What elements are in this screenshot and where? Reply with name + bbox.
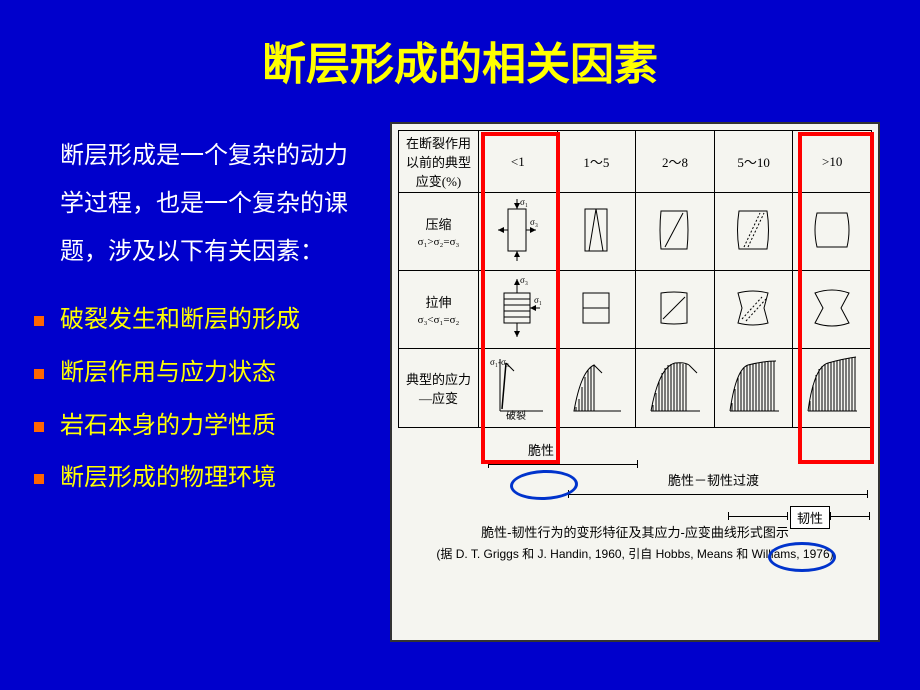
ductile-line-right: [830, 516, 870, 517]
svg-text:σ₃: σ₃: [520, 275, 528, 285]
curve-cell-5: [793, 349, 872, 428]
table-header-row: 在断裂作用以前的典型应变(%) <1 1～5 2～8 5～10 >10: [399, 131, 872, 193]
svg-text:σ₁: σ₁: [534, 295, 542, 305]
compression-cell-1: σ₁ σ₃: [479, 193, 558, 271]
tension-row: 拉伸 σ₃<σ₁=σ₂ σ₃ σ₁: [399, 271, 872, 349]
compression-cell-4: [714, 193, 793, 271]
compression-cell-3: [636, 193, 715, 271]
row-label-compression: 压缩 σ₁>σ₂=σ₃: [399, 193, 479, 271]
ductile-line-left: [728, 516, 788, 517]
bullet-list: 破裂发生和断层的形成 断层作用与应力状态 岩石本身的力学性质 断层形成的物理环境: [30, 294, 370, 505]
curve-cell-4: [714, 349, 793, 428]
bullet-item: 岩石本身的力学性质: [30, 400, 370, 453]
bullet-item: 断层形成的物理环境: [30, 452, 370, 505]
header-label-cell: 在断裂作用以前的典型应变(%): [399, 131, 479, 193]
svg-text:σ₁-σ₃: σ₁-σ₃: [490, 357, 509, 367]
compression-cell-2: [557, 193, 636, 271]
row-label-curve: 典型的应力—应变: [399, 349, 479, 428]
bullet-item: 断层作用与应力状态: [30, 347, 370, 400]
bullet-item: 破裂发生和断层的形成: [30, 294, 370, 347]
transition-label: 脆性－韧性过渡: [668, 470, 759, 489]
tension-cell-2: [557, 271, 636, 349]
curve-cell-2: [557, 349, 636, 428]
transition-line: [568, 494, 868, 495]
ductile-label: 韧性: [790, 506, 830, 529]
curve-row: 典型的应力—应变 σ₁-σ₃ 破裂: [399, 349, 872, 428]
diagram-panel: 在断裂作用以前的典型应变(%) <1 1～5 2～8 5～10 >10 压缩 σ…: [390, 122, 880, 642]
behavior-ranges: 脆性 脆性－韧性过渡 韧性: [398, 428, 872, 518]
page-title: 断层形成的相关因素: [0, 0, 920, 122]
row-label-tension: 拉伸 σ₃<σ₁=σ₂: [399, 271, 479, 349]
col-header: <1: [479, 131, 558, 193]
col-header: 5～10: [714, 131, 793, 193]
svg-text:σ₁: σ₁: [520, 197, 528, 207]
brittle-label: 脆性: [528, 440, 554, 459]
curve-cell-3: [636, 349, 715, 428]
tension-cell-4: [714, 271, 793, 349]
compression-row: 压缩 σ₁>σ₂=σ₃ σ₁ σ₃: [399, 193, 872, 271]
brittle-line: [488, 464, 638, 465]
svg-text:破裂: 破裂: [506, 409, 526, 421]
col-header: 1～5: [557, 131, 636, 193]
svg-text:σ₃: σ₃: [530, 217, 538, 227]
curve-cell-1: σ₁-σ₃ 破裂: [479, 349, 558, 428]
tension-cell-1: σ₃ σ₁: [479, 271, 558, 349]
diagram-citation: (据 D. T. Griggs 和 J. Handin, 1960, 引自 Ho…: [398, 545, 872, 562]
intro-paragraph: 断层形成是一个复杂的动力学过程，也是一个复杂的课题，涉及以下有关因素：: [60, 132, 370, 276]
strain-table: 在断裂作用以前的典型应变(%) <1 1～5 2～8 5～10 >10 压缩 σ…: [398, 130, 872, 428]
col-header: >10: [793, 131, 872, 193]
compression-cell-5: [793, 193, 872, 271]
content-area: 断层形成是一个复杂的动力学过程，也是一个复杂的课题，涉及以下有关因素： 破裂发生…: [0, 122, 920, 642]
tension-cell-3: [636, 271, 715, 349]
col-header: 2～8: [636, 131, 715, 193]
tension-cell-5: [793, 271, 872, 349]
left-column: 断层形成是一个复杂的动力学过程，也是一个复杂的课题，涉及以下有关因素： 破裂发生…: [30, 122, 370, 642]
